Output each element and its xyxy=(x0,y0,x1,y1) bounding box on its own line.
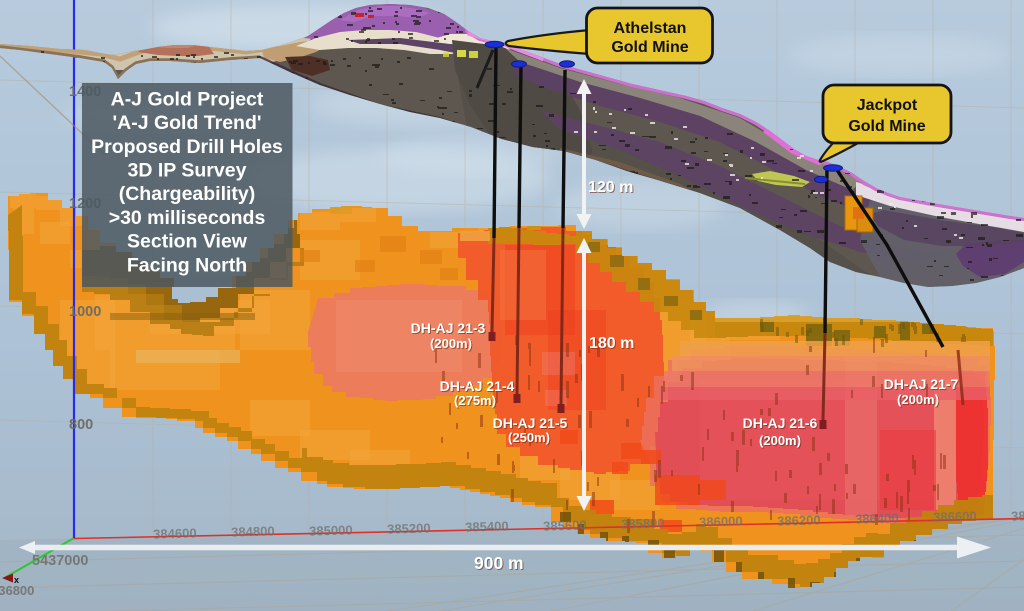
svg-text:DH-AJ 21-4: DH-AJ 21-4 xyxy=(441,379,516,395)
svg-text:DH-AJ 21-5: DH-AJ 21-5 xyxy=(493,415,568,431)
svg-text:386800: 386800 xyxy=(1011,507,1024,523)
svg-text:DH-AJ 21-7: DH-AJ 21-7 xyxy=(885,377,960,393)
svg-text:(200m): (200m) xyxy=(430,336,472,351)
svg-text:(Chargeability): (Chargeability) xyxy=(119,183,256,205)
svg-text:(200m): (200m) xyxy=(897,392,939,407)
svg-text:900 m: 900 m xyxy=(475,554,525,574)
svg-text:385400: 385400 xyxy=(465,518,509,534)
svg-text:(200m): (200m) xyxy=(760,434,802,449)
svg-text:DH-AJ 21-7: DH-AJ 21-7 xyxy=(884,376,959,392)
svg-text:800: 800 xyxy=(69,417,93,433)
svg-text:120 m: 120 m xyxy=(588,179,633,196)
svg-text:386600: 386600 xyxy=(933,508,977,524)
svg-text:436800: 436800 xyxy=(0,583,34,598)
svg-text:(200m): (200m) xyxy=(759,433,801,448)
svg-text:386200: 386200 xyxy=(777,512,821,528)
svg-text:(250m): (250m) xyxy=(508,430,550,445)
svg-text:DH-AJ 21-5: DH-AJ 21-5 xyxy=(494,416,569,432)
svg-text:900 m: 900 m xyxy=(474,553,524,573)
svg-text:385800: 385800 xyxy=(621,515,665,531)
svg-text:120 m: 120 m xyxy=(589,180,634,197)
svg-text:5437000: 5437000 xyxy=(32,553,88,569)
svg-text:(200m): (200m) xyxy=(898,393,940,408)
svg-text:DH-AJ 21-3: DH-AJ 21-3 xyxy=(412,321,487,337)
svg-text:386400: 386400 xyxy=(855,510,899,526)
svg-text:A-J Gold Project: A-J Gold Project xyxy=(111,89,264,111)
svg-text:Gold Mine: Gold Mine xyxy=(848,118,925,135)
svg-text:(200m): (200m) xyxy=(431,337,473,352)
svg-text:Proposed Drill Holes: Proposed Drill Holes xyxy=(91,136,283,158)
svg-text:1000: 1000 xyxy=(69,304,101,320)
svg-text:386000: 386000 xyxy=(699,513,743,529)
svg-text:DH-AJ 21-6: DH-AJ 21-6 xyxy=(743,415,818,431)
svg-text:(250m): (250m) xyxy=(509,431,551,446)
svg-text:DH-AJ 21-3: DH-AJ 21-3 xyxy=(411,320,486,336)
svg-text:DH-AJ 21-4: DH-AJ 21-4 xyxy=(440,378,515,394)
svg-text:x: x xyxy=(14,575,19,585)
svg-text:384800: 384800 xyxy=(231,523,275,539)
svg-text:385600: 385600 xyxy=(543,517,587,533)
svg-text:DH-AJ 21-6: DH-AJ 21-6 xyxy=(744,416,819,432)
svg-text:Section View: Section View xyxy=(127,231,248,253)
svg-text:>30 milliseconds: >30 milliseconds xyxy=(109,207,266,229)
svg-text:180 m: 180 m xyxy=(589,335,634,352)
svg-text:Gold Mine: Gold Mine xyxy=(611,39,688,56)
svg-text:3D IP Survey: 3D IP Survey xyxy=(128,160,247,182)
svg-text:Jackpot: Jackpot xyxy=(857,97,918,114)
svg-text:384600: 384600 xyxy=(153,525,197,541)
svg-text:(275m): (275m) xyxy=(455,394,497,409)
svg-text:Athelstan: Athelstan xyxy=(614,20,687,37)
svg-text:(275m): (275m) xyxy=(454,393,496,408)
svg-text:385000: 385000 xyxy=(309,522,353,538)
svg-text:180 m: 180 m xyxy=(590,336,635,353)
svg-text:Facing North: Facing North xyxy=(127,254,247,276)
svg-text:'A-J Gold Trend': 'A-J Gold Trend' xyxy=(112,112,261,134)
svg-text:385200: 385200 xyxy=(387,520,431,536)
